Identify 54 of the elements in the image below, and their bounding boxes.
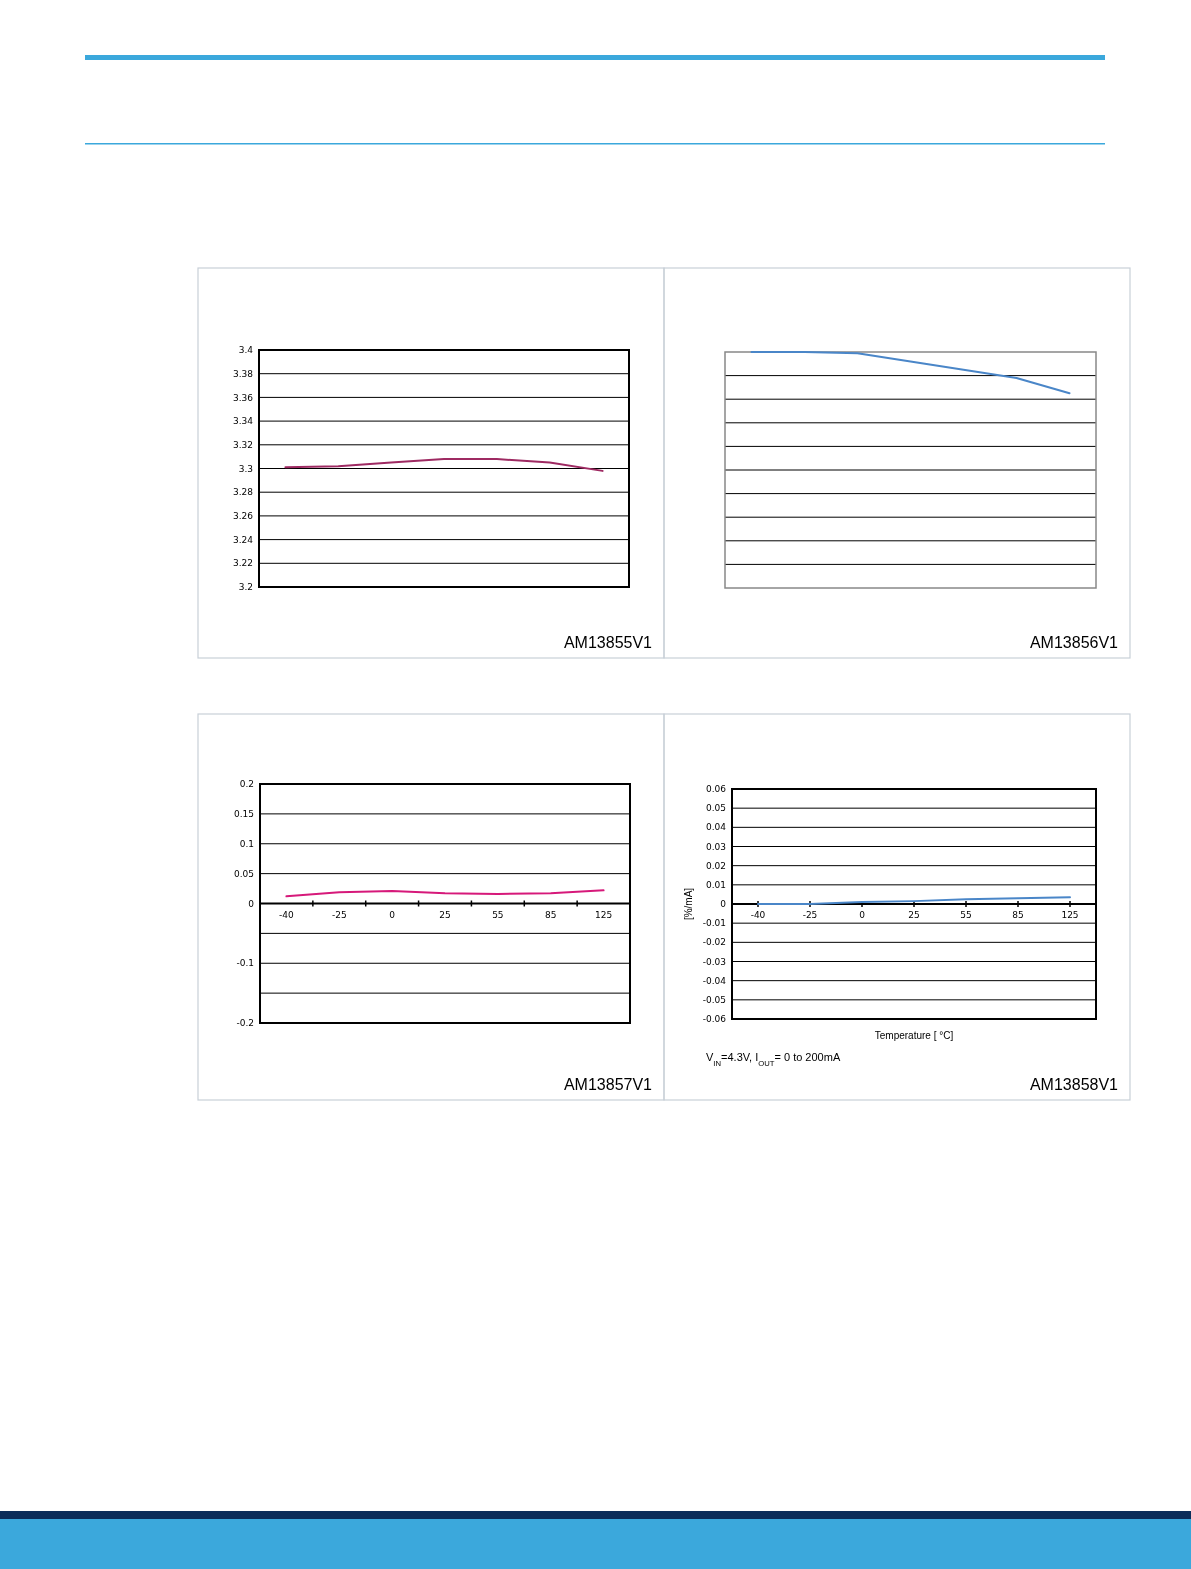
x-tick-label: 85 xyxy=(1012,910,1024,920)
x-tick-label: -40 xyxy=(279,909,295,920)
y-tick-label: 3.3 xyxy=(238,463,253,474)
x-axis-title: Temperature [ °C] xyxy=(874,1030,954,1041)
line-series xyxy=(757,896,1071,905)
y-tick-label: 0 xyxy=(248,898,255,909)
x-tick-label: 0 xyxy=(859,910,866,920)
y-tick-label: 3.4 xyxy=(238,345,254,356)
y-tick-label: 0.04 xyxy=(705,822,727,833)
y-tick-label: 0.02 xyxy=(705,860,726,871)
y-tick-label: 0 xyxy=(720,899,727,910)
x-tick-label: -40 xyxy=(750,910,766,920)
y-tick-label: 3.38 xyxy=(232,368,254,379)
x-tick-label: 25 xyxy=(908,910,920,920)
text: V$_{IN}$=4.3V, I$_{OUT}$= 0 to 200mA xyxy=(706,1051,841,1068)
text: AM13857V1 xyxy=(563,1076,653,1093)
y-tick-label: -0.04 xyxy=(702,975,727,986)
y-tick-label: 0.01 xyxy=(705,879,726,890)
text: AM13858V1 xyxy=(1029,1076,1119,1093)
y-tick-label: 3.32 xyxy=(232,439,253,450)
y-axis-title: [%/mA] xyxy=(683,887,694,921)
y-tick-label: -0.06 xyxy=(702,1014,727,1025)
line-series xyxy=(284,458,604,472)
y-tick-label: 0.06 xyxy=(705,784,727,795)
x-tick-label: 55 xyxy=(960,910,972,920)
y-tick-label: 0.05 xyxy=(233,868,254,879)
x-tick-label: 125 xyxy=(1061,910,1079,920)
y-tick-label: 3.36 xyxy=(232,392,254,403)
y-tick-label: -0.03 xyxy=(702,956,726,967)
y-tick-label: 3.22 xyxy=(232,558,253,569)
y-tick-label: 3.2 xyxy=(238,582,253,593)
x-tick-label: 25 xyxy=(439,909,451,920)
y-tick-label: -0.01 xyxy=(702,918,726,929)
x-tick-label: 0 xyxy=(389,909,396,920)
y-tick-label: -0.1 xyxy=(236,958,254,969)
x-tick-label: 125 xyxy=(594,909,613,920)
y-tick-label: 3.24 xyxy=(232,534,254,545)
y-tick-label: 0.15 xyxy=(233,809,254,820)
x-tick-label: -25 xyxy=(802,910,818,920)
y-tick-label: 0.1 xyxy=(239,838,254,849)
text: AM13855V1 xyxy=(563,634,653,651)
text: AM13856V1 xyxy=(1029,634,1119,651)
y-tick-label: 0.05 xyxy=(705,803,726,814)
y-tick-label: -0.02 xyxy=(702,937,726,948)
y-tick-label: 0.03 xyxy=(705,841,726,852)
y-tick-label: 3.28 xyxy=(232,487,254,498)
y-tick-label: -0.2 xyxy=(236,1018,254,1029)
y-tick-label: 3.26 xyxy=(232,511,254,522)
x-tick-label: 85 xyxy=(544,909,557,920)
y-tick-label: 0.2 xyxy=(239,779,254,790)
y-tick-label: -0.05 xyxy=(702,994,726,1005)
x-tick-label: -25 xyxy=(331,909,347,920)
y-tick-label: 3.34 xyxy=(232,416,254,427)
x-tick-label: 55 xyxy=(492,909,504,920)
